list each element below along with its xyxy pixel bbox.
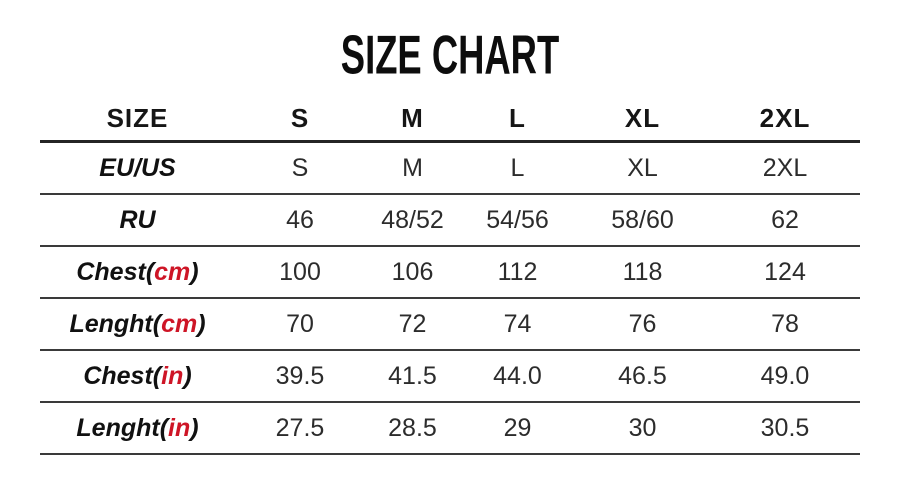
- cell-value: 124: [710, 246, 860, 299]
- cell-value: M: [365, 141, 460, 195]
- table-row-lenght-in: Lenght(in) 27.5 28.5 29 30 30.5: [40, 402, 860, 455]
- table-row-eu-us: EU/US S M L XL 2XL: [40, 141, 860, 195]
- row-label-unit: in: [161, 361, 184, 390]
- cell-value: 46: [235, 194, 365, 247]
- row-label-suffix: ): [190, 413, 199, 442]
- cell-value: 106: [365, 246, 460, 299]
- row-label-unit: cm: [154, 257, 191, 286]
- cell-value: 70: [235, 298, 365, 351]
- cell-value: 39.5: [235, 350, 365, 403]
- cell-value: 44.0: [460, 350, 575, 403]
- row-label-suffix: ): [183, 361, 192, 390]
- header-cell-l: L: [460, 96, 575, 143]
- cell-value: 27.5: [235, 402, 365, 455]
- cell-value: 49.0: [710, 350, 860, 403]
- table-header: SIZE S M L XL 2XL: [40, 96, 860, 143]
- header-cell-2xl: 2XL: [710, 96, 860, 143]
- page-title: SIZE CHART: [340, 25, 560, 86]
- table-row-ru: RU 46 48/52 54/56 58/60 62: [40, 194, 860, 247]
- cell-value: XL: [575, 141, 710, 195]
- table-row-chest-in: Chest(in) 39.5 41.5 44.0 46.5 49.0: [40, 350, 860, 403]
- header-cell-m: M: [365, 96, 460, 143]
- cell-value: 28.5: [365, 402, 460, 455]
- row-label-text: Lenght(: [76, 413, 169, 442]
- row-label-lenght-in: Lenght(in): [40, 402, 235, 455]
- cell-value: 54/56: [460, 194, 575, 247]
- cell-value: 76: [575, 298, 710, 351]
- row-label-chest-cm: Chest(cm): [40, 246, 235, 299]
- cell-value: 74: [460, 298, 575, 351]
- cell-value: 72: [365, 298, 460, 351]
- row-label-text: Chest(: [83, 361, 162, 390]
- row-label-text: EU/US: [99, 153, 176, 182]
- cell-value: 2XL: [710, 141, 860, 195]
- table-body: EU/US S M L XL 2XL RU 46 48/52 54/56 58/…: [40, 141, 860, 455]
- cell-value: 46.5: [575, 350, 710, 403]
- row-label-eu-us: EU/US: [40, 141, 235, 195]
- row-label-unit: in: [168, 413, 191, 442]
- cell-value: 30: [575, 402, 710, 455]
- row-label-text: RU: [119, 205, 156, 234]
- header-cell-size: SIZE: [40, 96, 235, 143]
- row-label-unit: cm: [161, 309, 198, 338]
- cell-value: 118: [575, 246, 710, 299]
- header-cell-s: S: [235, 96, 365, 143]
- cell-value: 62: [710, 194, 860, 247]
- table-row-chest-cm: Chest(cm) 100 106 112 118 124: [40, 246, 860, 299]
- cell-value: 112: [460, 246, 575, 299]
- cell-value: 41.5: [365, 350, 460, 403]
- header-row: SIZE S M L XL 2XL: [40, 96, 860, 143]
- row-label-text: Lenght(: [69, 309, 162, 338]
- cell-value: L: [460, 141, 575, 195]
- row-label-ru: RU: [40, 194, 235, 247]
- row-label-suffix: ): [197, 309, 206, 338]
- row-label-chest-in: Chest(in): [40, 350, 235, 403]
- size-chart-table: SIZE S M L XL 2XL EU/US S M L XL 2XL: [40, 96, 860, 455]
- row-label-suffix: ): [190, 257, 199, 286]
- header-cell-xl: XL: [575, 96, 710, 143]
- page-title-wrap: SIZE CHART: [0, 24, 900, 86]
- cell-value: 30.5: [710, 402, 860, 455]
- row-label-lenght-cm: Lenght(cm): [40, 298, 235, 351]
- table-row-lenght-cm: Lenght(cm) 70 72 74 76 78: [40, 298, 860, 351]
- cell-value: 48/52: [365, 194, 460, 247]
- cell-value: 58/60: [575, 194, 710, 247]
- cell-value: 29: [460, 402, 575, 455]
- cell-value: 100: [235, 246, 365, 299]
- cell-value: 78: [710, 298, 860, 351]
- row-label-text: Chest(: [76, 257, 155, 286]
- cell-value: S: [235, 141, 365, 195]
